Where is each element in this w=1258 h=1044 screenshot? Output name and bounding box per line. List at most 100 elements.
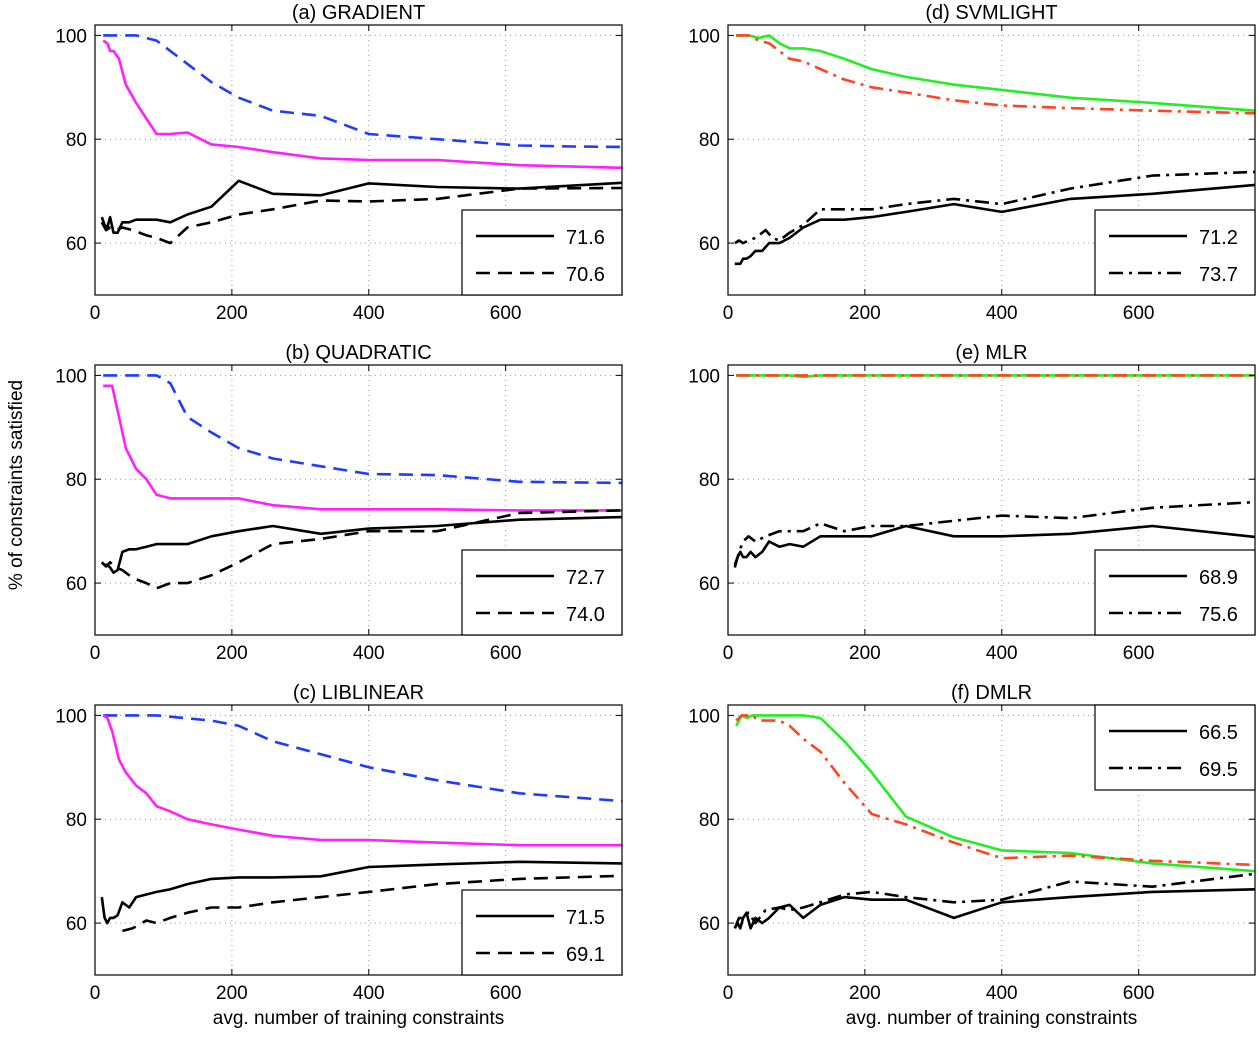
legend-box xyxy=(1094,549,1256,636)
figure-ylabel: % of constraints satisfied xyxy=(6,380,27,590)
series-line-black-solid xyxy=(734,183,1256,266)
y-tick-label: 100 xyxy=(688,706,720,727)
y-tick-label: 100 xyxy=(688,26,720,47)
x-tick-label: 0 xyxy=(90,303,101,324)
panel-d: 0 200 400 600 60 80 100 (d) SVMLIGHT 71.2 73.7 xyxy=(688,2,1256,324)
panel-title: (f) DMLR xyxy=(951,682,1032,704)
legend-box xyxy=(1094,704,1256,791)
y-tick-label: 60 xyxy=(699,574,720,595)
legend-label: 70.6 xyxy=(566,264,605,286)
x-tick-label: 400 xyxy=(353,303,385,324)
axes-frame xyxy=(727,364,1256,636)
legend-label: 71.2 xyxy=(1199,227,1238,249)
axes-frame xyxy=(727,24,1256,296)
series-line-green-solid xyxy=(735,714,1256,873)
panel-c: 0 200 400 600 60 80 100 (c) LIBLINEAR avg. numbe… xyxy=(55,682,623,1029)
y-tick-label: 100 xyxy=(55,706,87,727)
series-line-red-dashdot xyxy=(736,34,1256,115)
y-tick-label: 80 xyxy=(66,130,87,151)
x-tick-label: 200 xyxy=(849,983,881,1004)
series-line-black-solid xyxy=(100,860,623,925)
x-axis-label: avg. number of training constraints xyxy=(213,1008,505,1029)
legend: 71.5 69.1 xyxy=(461,889,623,976)
y-tick-label: 100 xyxy=(55,366,87,387)
y-tick-label: 60 xyxy=(66,234,87,255)
legend-label: 71.5 xyxy=(566,907,605,929)
axes-frame xyxy=(727,704,1256,976)
x-tick-label: 600 xyxy=(1123,303,1155,324)
panel-title: (a) GRADIENT xyxy=(292,2,425,24)
series-line-blue-dashed xyxy=(103,374,623,485)
panel-e: 0 200 400 600 60 80 100 (e) MLR 68.9 75.6 xyxy=(688,342,1256,664)
x-tick-label: 400 xyxy=(986,643,1018,664)
legend-box xyxy=(1094,209,1256,296)
x-tick-label: 200 xyxy=(216,303,248,324)
series-line-magenta-solid xyxy=(102,714,622,847)
series-line-black-solid xyxy=(100,515,623,575)
series-line-black-dashed xyxy=(122,874,623,933)
legend-label: 74.0 xyxy=(566,604,605,626)
x-tick-label: 0 xyxy=(723,643,734,664)
axes-frame xyxy=(94,704,623,976)
y-tick-label: 100 xyxy=(55,26,87,47)
legend: 68.9 75.6 xyxy=(1094,549,1256,636)
x-tick-label: 0 xyxy=(90,643,101,664)
y-tick-label: 80 xyxy=(66,810,87,831)
x-tick-label: 200 xyxy=(849,303,881,324)
y-tick-label: 80 xyxy=(699,130,720,151)
series-line-black-dashed xyxy=(100,186,623,245)
legend-label: 69.5 xyxy=(1199,759,1238,781)
legend-label: 75.6 xyxy=(1199,604,1238,626)
x-tick-label: 600 xyxy=(490,983,522,1004)
y-tick-label: 100 xyxy=(688,366,720,387)
legend-box xyxy=(461,209,623,296)
series-line-blue-dashed xyxy=(103,714,623,803)
y-tick-label: 60 xyxy=(66,914,87,935)
axes-frame xyxy=(94,24,623,296)
series-line-black-dashed xyxy=(100,509,623,590)
series-line-red-dashdot xyxy=(735,714,1256,867)
x-tick-label: 600 xyxy=(1123,643,1155,664)
legend: 66.5 69.5 xyxy=(1094,704,1256,791)
series-line-black-solid xyxy=(733,888,1256,930)
series-line-magenta-solid xyxy=(102,39,623,170)
legend-label: 71.6 xyxy=(566,227,605,249)
legend-box xyxy=(461,549,623,636)
x-tick-label: 200 xyxy=(849,643,881,664)
series-line-blue-dashed xyxy=(103,34,623,149)
x-tick-label: 200 xyxy=(216,983,248,1004)
panel-a: 0 200 400 600 60 80 100 (a) GRADIENT 71.6 70.6 xyxy=(55,2,623,324)
legend-label: 69.1 xyxy=(566,944,605,966)
x-tick-label: 200 xyxy=(216,643,248,664)
legend: 71.6 70.6 xyxy=(461,209,623,296)
x-axis-label: avg. number of training constraints xyxy=(846,1008,1138,1029)
x-tick-label: 0 xyxy=(723,983,734,1004)
panel-title: (e) MLR xyxy=(955,342,1027,364)
legend-label: 68.9 xyxy=(1199,567,1238,589)
y-tick-label: 60 xyxy=(699,234,720,255)
legend: 72.7 74.0 xyxy=(461,549,623,636)
y-tick-label: 60 xyxy=(66,574,87,595)
series-line-green-solid xyxy=(736,34,1256,112)
y-tick-label: 80 xyxy=(66,470,87,491)
legend-box xyxy=(461,889,623,976)
series-line-black-dashdot xyxy=(733,872,1256,929)
panel-b: 0 200 400 600 60 80 100 (b) QUADRATIC 72.7 74.0 xyxy=(55,342,623,664)
axes-frame xyxy=(94,364,623,636)
panel-title: (c) LIBLINEAR xyxy=(293,682,424,704)
legend: 71.2 73.7 xyxy=(1094,209,1256,296)
legend-label: 72.7 xyxy=(566,567,605,589)
x-tick-label: 600 xyxy=(490,643,522,664)
legend-label: 66.5 xyxy=(1199,722,1238,744)
series-line-magenta-solid xyxy=(103,384,622,512)
y-tick-label: 60 xyxy=(699,914,720,935)
x-tick-label: 0 xyxy=(90,983,101,1004)
x-tick-label: 400 xyxy=(353,983,385,1004)
x-tick-label: 600 xyxy=(490,303,522,324)
y-tick-label: 80 xyxy=(699,470,720,491)
x-tick-label: 0 xyxy=(723,303,734,324)
panel-title: (b) QUADRATIC xyxy=(285,342,431,364)
x-tick-label: 600 xyxy=(1123,983,1155,1004)
x-tick-label: 400 xyxy=(986,303,1018,324)
